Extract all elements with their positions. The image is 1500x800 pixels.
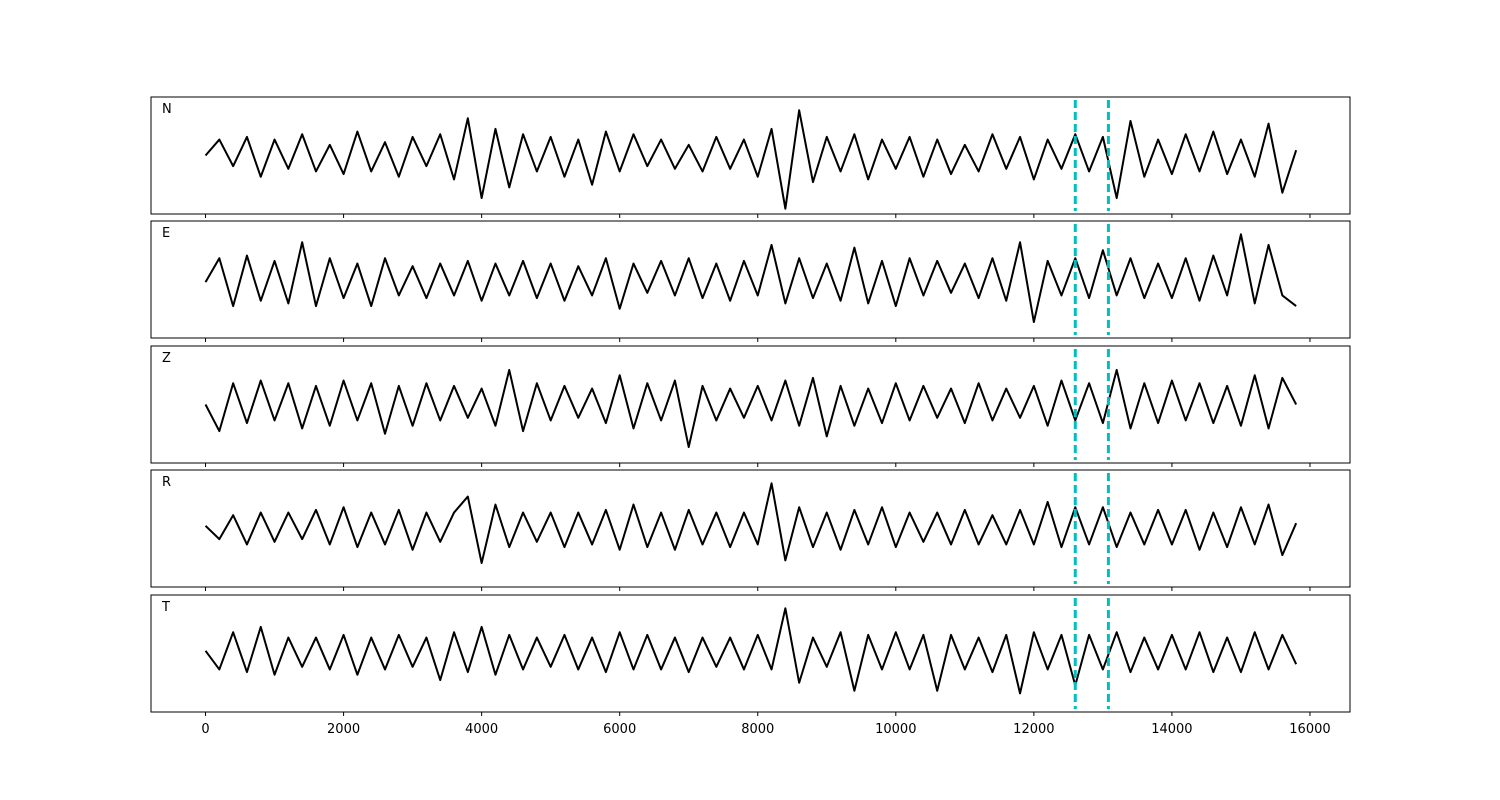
- waveform: [204, 109, 1298, 210]
- panel-label: R: [162, 475, 171, 490]
- x-tick-label: 10000: [875, 722, 916, 737]
- waveform: [204, 607, 1298, 695]
- x-tick-label: 8000: [741, 722, 774, 737]
- x-tick-label: 6000: [603, 722, 636, 737]
- axes-frame: [150, 220, 1351, 339]
- axes-frame: [150, 594, 1351, 713]
- waveform: [204, 368, 1298, 449]
- panel-label: N: [162, 102, 172, 117]
- x-tick-label: 12000: [1013, 722, 1054, 737]
- axes-frame: [150, 96, 1351, 215]
- panel-label: E: [162, 226, 170, 241]
- axes-frame: [150, 469, 1351, 588]
- x-tick-label: 14000: [1151, 722, 1192, 737]
- panel-label: Z: [162, 351, 171, 366]
- x-tick-label: 0: [201, 722, 209, 737]
- x-tick-label: 4000: [465, 722, 498, 737]
- axes-frame: [150, 345, 1351, 464]
- panel-label: T: [161, 600, 170, 615]
- waveform: [204, 233, 1297, 324]
- waveform: [204, 482, 1298, 565]
- x-tick-label: 2000: [327, 722, 360, 737]
- x-tick-label: 16000: [1289, 722, 1330, 737]
